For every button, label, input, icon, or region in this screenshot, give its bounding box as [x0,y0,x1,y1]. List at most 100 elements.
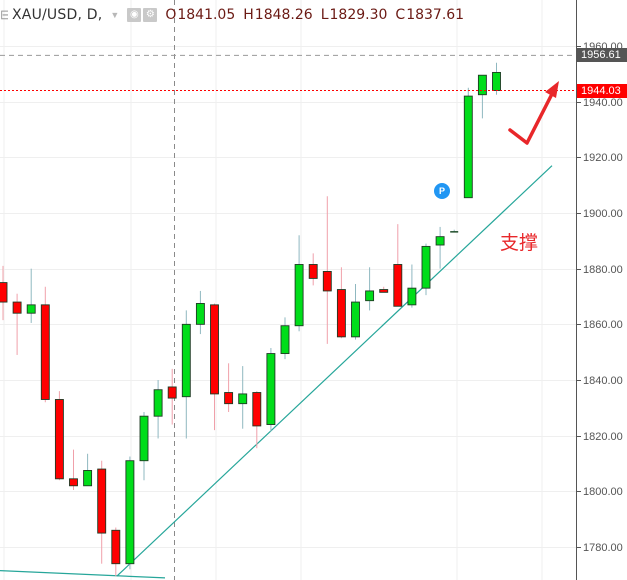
candle-body [266,353,276,425]
candle-body [492,71,501,91]
candle-body [379,289,389,293]
axis-tick-label: 1820.00 [583,430,623,443]
candle [252,391,262,449]
check-arrow-annotation[interactable] [508,81,559,145]
candle [12,293,22,355]
collapse-icon[interactable]: ⊟ [0,7,8,22]
lower-trendline[interactable] [0,570,166,579]
candle [492,62,501,95]
symbol-title[interactable]: XAU/USD, D, [12,7,103,23]
candle [54,391,64,481]
candle-body [69,478,78,487]
p-badge-icon[interactable]: P [434,183,450,199]
axis-tick-label: 1880.00 [583,263,623,276]
axis-tick-label: 1800.00 [583,485,623,498]
candle-body [308,264,318,279]
candle [195,290,205,335]
candle [421,243,431,296]
axis-tick-label: 1940.00 [583,96,623,109]
crosshair-price-tag: 1956.61 [577,48,627,62]
candle-body [111,529,121,565]
candle-body [294,264,304,327]
candle-body [12,301,22,314]
candle-body [450,231,459,233]
candle [266,347,276,432]
candle-body [435,236,445,246]
candle [407,264,417,308]
check-arrow-path [508,90,555,145]
candle-body [97,468,107,534]
candle [97,460,107,564]
candle [450,229,459,233]
support-trendline[interactable] [116,165,553,577]
eye-icon[interactable]: ◉ [127,8,142,22]
candle-body [407,287,417,306]
caret-down-icon[interactable]: ▼ [110,10,120,20]
candle-body [26,304,36,314]
grid-lines [0,0,576,580]
axis-tick-label: 1900.00 [583,207,623,220]
ohlc-open: O1841.05 [165,7,236,23]
candle [167,368,177,425]
candle [224,363,234,413]
candle [336,267,346,339]
candle [69,449,78,490]
candle [139,412,149,481]
trendlines[interactable] [0,165,553,579]
axis-tick-label: 1860.00 [583,318,623,331]
axis-tick-label: 1920.00 [583,151,623,164]
candle-body [139,415,149,462]
candle-body [421,245,431,289]
candle [181,310,191,439]
axis-tick-label: 1840.00 [583,374,623,387]
candle-body [252,392,262,427]
candle [83,453,93,487]
candle [365,267,375,311]
candle-body [181,323,191,398]
candle-body [463,95,473,199]
gear-icon[interactable]: ⚙ [143,8,158,22]
candle-body [322,271,332,292]
candle [0,265,8,321]
candles [0,62,501,577]
candle [280,317,290,360]
ohlc-low: L1829.30 [320,7,388,23]
candle-body [393,264,403,307]
candle-body [336,289,346,338]
candle-body [195,303,205,325]
candle-body [224,392,234,405]
candle-body [153,389,163,417]
candle-body [83,470,93,487]
candle [125,456,135,570]
candle [351,283,360,340]
candle-body [167,386,177,399]
candle [435,226,445,269]
ohlc-close: C1837.61 [395,7,465,23]
candle [477,74,487,119]
candle [308,253,318,286]
candle [26,268,36,323]
candle [238,366,248,429]
candle [294,235,304,332]
candle-body [238,393,248,405]
candle [322,196,332,344]
candle-body [210,304,219,395]
last-price-tag: 1944.03 [577,84,627,98]
candle-body [351,301,360,338]
symbol-legend: ⊟ XAU/USD, D, ▼ ◉ ⚙ O1841.05 H1848.26 L1… [0,5,472,25]
ohlc-high: H1848.26 [243,7,313,23]
candle [153,380,163,439]
candle-body [40,304,50,400]
candle-body [0,282,8,303]
support-annotation[interactable]: 支撑 [500,232,539,254]
candle [393,224,403,307]
arrow-head-icon [545,81,559,98]
candle [463,87,473,199]
candle [111,527,121,577]
candle-body [280,325,290,355]
candle-body [125,460,135,565]
candle-body [477,74,487,96]
crosshair [0,0,576,580]
